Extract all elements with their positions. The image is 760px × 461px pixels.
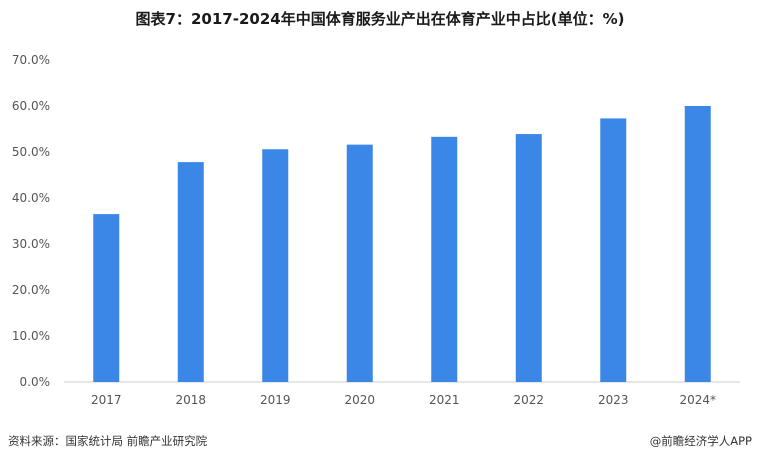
y-tick-label: 60.0% bbox=[12, 99, 50, 113]
x-tick-label: 2022 bbox=[513, 393, 544, 407]
x-tick-label: 2021 bbox=[429, 393, 460, 407]
x-tick-label: 2024* bbox=[679, 393, 716, 407]
y-axis-ticks: 0.0% 10.0% 20.0% 30.0% 40.0% 50.0% 60.0% 70.0% bbox=[12, 53, 50, 389]
bar-2022 bbox=[515, 134, 542, 382]
brand-credit: @前瞻经济学人APP bbox=[649, 434, 752, 448]
y-tick-label: 50.0% bbox=[12, 145, 50, 159]
bar-2021 bbox=[431, 136, 458, 382]
x-tick-label: 2023 bbox=[598, 393, 629, 407]
x-tick-label: 2018 bbox=[175, 393, 206, 407]
x-tick-label: 2019 bbox=[260, 393, 291, 407]
bar-2020 bbox=[346, 144, 373, 382]
y-tick-label: 20.0% bbox=[12, 283, 50, 297]
source-note: 资料来源：国家统计局 前瞻产业研究院 bbox=[8, 434, 208, 448]
x-axis-ticks: 2017 2018 2019 2020 2021 2022 2023 2024* bbox=[91, 393, 716, 407]
y-tick-label: 0.0% bbox=[20, 375, 51, 389]
bar-2017 bbox=[93, 214, 120, 382]
y-tick-label: 40.0% bbox=[12, 191, 50, 205]
x-tick-label: 2017 bbox=[91, 393, 122, 407]
bar-2018 bbox=[177, 162, 204, 382]
x-tick-label: 2020 bbox=[344, 393, 375, 407]
bar-2019 bbox=[262, 149, 289, 382]
bars-group bbox=[93, 106, 711, 383]
y-tick-label: 70.0% bbox=[12, 53, 50, 67]
chart-title: 图表7：2017-2024年中国体育服务业产出在体育产业中占比(单位：%) bbox=[135, 10, 625, 28]
bar-2024* bbox=[684, 106, 711, 382]
y-tick-label: 30.0% bbox=[12, 237, 50, 251]
y-tick-label: 10.0% bbox=[12, 329, 50, 343]
bar-2023 bbox=[600, 118, 627, 383]
